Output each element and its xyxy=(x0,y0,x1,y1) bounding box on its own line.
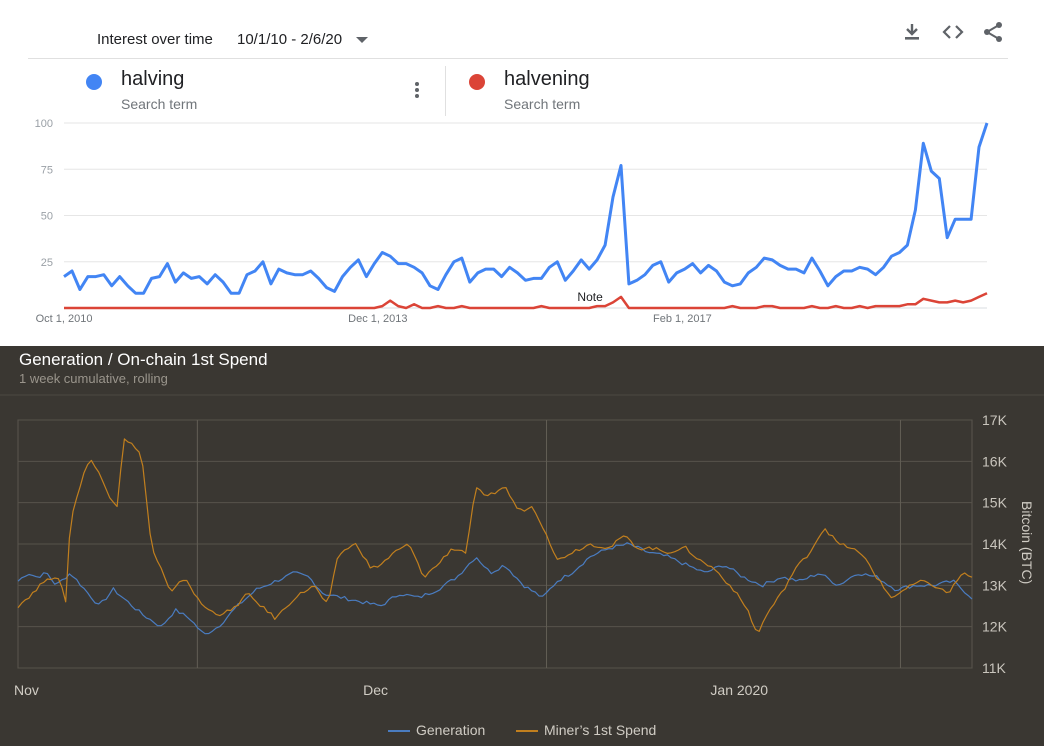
more-options-icon[interactable] xyxy=(415,82,421,100)
y-axis-label: Bitcoin (BTC) xyxy=(1019,501,1035,584)
x-tick-label: Nov xyxy=(14,682,39,698)
y-tick-label: 15K xyxy=(982,495,1008,511)
y-tick-label: 13K xyxy=(982,577,1008,593)
series-color-dot xyxy=(469,74,485,90)
x-tick-label: Dec 1, 2013 xyxy=(348,313,407,325)
chart-title: Generation / On-chain 1st Spend xyxy=(19,350,268,369)
x-tick-label: Jan 2020 xyxy=(710,682,768,698)
header-divider xyxy=(28,58,1008,59)
x-tick-label: Feb 1, 2017 xyxy=(653,313,712,325)
trends-panel: Interest over time 10/1/10 - 2/6/20 halv… xyxy=(0,0,1044,346)
y-tick-label: 25 xyxy=(41,257,53,269)
y-tick-label: 50 xyxy=(41,211,53,223)
chevron-down-icon[interactable] xyxy=(356,37,368,43)
onchain-chart: 11K 12K 13K 14K 15K 16K 17K Nov Dec Jan 2020 Bitco… xyxy=(0,394,1044,698)
legend-label: Generation xyxy=(416,722,486,738)
y-tick-label: 17K xyxy=(982,412,1008,428)
term-subtitle: Search term xyxy=(504,96,581,112)
series-line-halving xyxy=(63,122,989,295)
note-annotation: Note xyxy=(577,290,603,304)
share-icon[interactable] xyxy=(981,20,1005,44)
trends-title: Interest over time xyxy=(97,31,213,48)
onchain-panel: 11K 12K 13K 14K 15K 16K 17K Nov Dec Jan 2020 Bitco… xyxy=(0,346,1044,746)
term-name: halvening xyxy=(504,68,590,90)
y-tick-label: 12K xyxy=(982,619,1008,635)
series-line-generation xyxy=(17,542,973,635)
chart-subtitle: 1 week cumulative, rolling xyxy=(19,371,168,386)
y-tick-label: 75 xyxy=(41,164,53,176)
x-tick-label: Dec xyxy=(363,682,388,698)
term-separator xyxy=(445,66,446,116)
x-tick-label: Oct 1, 2010 xyxy=(36,313,93,325)
legend-swatch xyxy=(388,730,410,733)
term-subtitle: Search term xyxy=(121,96,198,112)
series-color-dot xyxy=(86,74,102,90)
embed-code-icon[interactable] xyxy=(941,20,965,44)
legend-item-miners-1st-spend[interactable]: Miner’s 1st Spend xyxy=(516,722,656,738)
y-tick-label: 16K xyxy=(982,453,1008,469)
legend-label: Miner’s 1st Spend xyxy=(544,722,657,738)
legend-item-generation[interactable]: Generation xyxy=(388,722,485,738)
y-tick-label: 11K xyxy=(982,660,1007,676)
date-range-selector[interactable]: 10/1/10 - 2/6/20 xyxy=(237,31,343,48)
term-name: halving xyxy=(121,68,185,90)
download-icon[interactable] xyxy=(900,20,924,44)
trends-chart: 25 50 75 100 Oct 1, 2010 Dec 1, 2013 Feb 1, 20… xyxy=(35,118,989,325)
series-line-miners-1st-spend xyxy=(17,438,973,632)
series-line-halvening xyxy=(64,292,988,310)
y-tick-label: 14K xyxy=(982,536,1008,552)
y-tick-label: 100 xyxy=(35,118,53,130)
legend-swatch xyxy=(516,730,538,733)
